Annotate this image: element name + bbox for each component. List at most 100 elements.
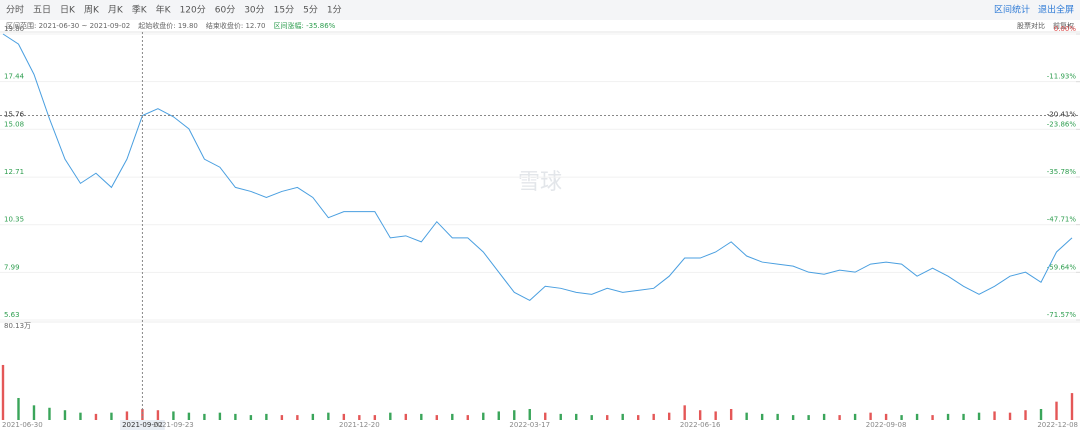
volume-bar: [482, 412, 485, 420]
volume-bar: [451, 413, 454, 420]
period-tab[interactable]: 五日: [33, 5, 51, 16]
range-info: 区间涨幅: -35.86%: [274, 21, 336, 30]
x-tick-label: 2022-03-17: [509, 421, 550, 429]
y-tick-label: 7.99: [4, 263, 20, 271]
x-tick-label: 2021-09-02: [122, 421, 163, 429]
volume-bar: [884, 413, 888, 420]
volume-bar: [172, 411, 175, 420]
volume-bar: [1024, 410, 1027, 420]
volume-bar: [110, 412, 113, 420]
volume-bar: [218, 412, 222, 420]
x-tick-label: 2022-09-08: [866, 421, 907, 429]
y2-tick-label: -11.93%: [1047, 73, 1077, 81]
volume-bar: [373, 415, 377, 420]
volume-bar: [993, 411, 996, 420]
toolbar-bg: [0, 0, 1080, 20]
y2-tick-label: -35.78%: [1047, 168, 1077, 176]
y-tick-label: 19.80: [4, 25, 24, 33]
volume-bar: [435, 415, 438, 420]
volume-bar: [358, 415, 361, 420]
volume-bar: [1008, 412, 1012, 420]
y2-tick-label: -23.86%: [1047, 120, 1077, 128]
period-tab[interactable]: 5分: [303, 5, 318, 16]
volume-bar: [1070, 393, 1074, 420]
volume-bar: [915, 413, 919, 420]
volume-bar: [141, 408, 144, 420]
y-tick-label: 5.63: [4, 311, 20, 319]
info-action[interactable]: 股票对比: [1017, 21, 1045, 30]
period-tab[interactable]: 日K: [60, 5, 76, 16]
volume-bar: [311, 413, 315, 420]
range-info: 结束收盘价: 12.70: [206, 21, 266, 30]
volume-bar: [791, 415, 795, 420]
volume-bar: [962, 413, 965, 420]
period-tab[interactable]: 季K: [132, 4, 148, 16]
toolbar-action[interactable]: 退出全屏: [1038, 4, 1074, 16]
volume-bar: [17, 397, 20, 420]
volume-bar: [389, 412, 392, 420]
y-tick-label: 12.71: [4, 168, 24, 176]
period-tab[interactable]: 周K: [84, 5, 100, 16]
volume-bar: [575, 413, 578, 420]
volume-bar: [946, 413, 950, 420]
volume-bar: [466, 415, 469, 420]
volume-bar: [125, 411, 129, 420]
toolbar-action[interactable]: 区间统计: [994, 4, 1030, 16]
period-tab[interactable]: 月K: [108, 5, 124, 16]
volume-bar: [1, 364, 5, 420]
volume-bar: [760, 413, 764, 420]
volume-bar: [807, 415, 810, 420]
volume-bar: [1055, 401, 1058, 420]
x-crosshair-label-bg: [120, 420, 165, 430]
volume-bar: [203, 413, 206, 420]
y-tick-label: 10.35: [4, 216, 24, 224]
watermark: 雪球: [518, 170, 562, 195]
crosshair-price-label: 15.76: [4, 111, 25, 119]
volume-bar: [187, 412, 191, 420]
volume-bar: [513, 410, 516, 420]
volume-bar: [420, 413, 423, 420]
volume-bar: [79, 412, 82, 420]
period-tab[interactable]: 1分: [327, 5, 342, 16]
volume-bar: [590, 415, 593, 420]
volume-bar: [280, 415, 284, 420]
volume-bar: [497, 411, 500, 420]
volume-bar: [606, 415, 609, 420]
crosshair-pct-label: -20.41%: [1047, 111, 1077, 119]
period-tab[interactable]: 年K: [156, 4, 172, 16]
price-line: [2, 33, 1073, 302]
y2-tick-label: -71.57%: [1047, 311, 1077, 319]
range-info: 区间范围: 2021-06-30 ~ 2021-09-02: [6, 21, 130, 30]
volume-bar: [94, 413, 98, 420]
volume-bar: [776, 413, 779, 420]
y2-tick-label: -59.64%: [1047, 263, 1077, 271]
volume-bar: [342, 413, 346, 420]
volume-bar: [1039, 408, 1043, 420]
volume-bar: [683, 405, 686, 420]
period-tab[interactable]: 60分: [215, 5, 235, 16]
volume-bar: [63, 410, 67, 420]
info-action[interactable]: 前复权: [1053, 21, 1074, 30]
volume-bar: [822, 413, 826, 420]
volume-bar: [745, 412, 748, 420]
period-tab[interactable]: 120分: [180, 5, 206, 16]
volume-bar: [48, 407, 51, 420]
period-tab[interactable]: 分时: [6, 4, 24, 16]
volume-bar: [156, 410, 160, 420]
volume-bar: [869, 412, 872, 420]
volume-bar: [32, 405, 36, 420]
volume-bar: [621, 413, 624, 420]
volume-bar: [838, 415, 841, 420]
volume-bar: [544, 412, 547, 420]
x-tick-label: 2022-12-08: [1037, 421, 1078, 429]
volume-bar: [667, 412, 671, 420]
period-tab[interactable]: 30分: [244, 5, 264, 16]
volume-bar: [559, 413, 562, 420]
period-tab[interactable]: 15分: [274, 5, 294, 16]
volume-bar: [528, 408, 531, 420]
volume-bar: [931, 415, 934, 420]
volume-bar: [327, 412, 330, 420]
volume-bar: [853, 413, 857, 420]
volume-bar: [900, 415, 903, 420]
y-tick-label: 15.08: [4, 120, 24, 128]
